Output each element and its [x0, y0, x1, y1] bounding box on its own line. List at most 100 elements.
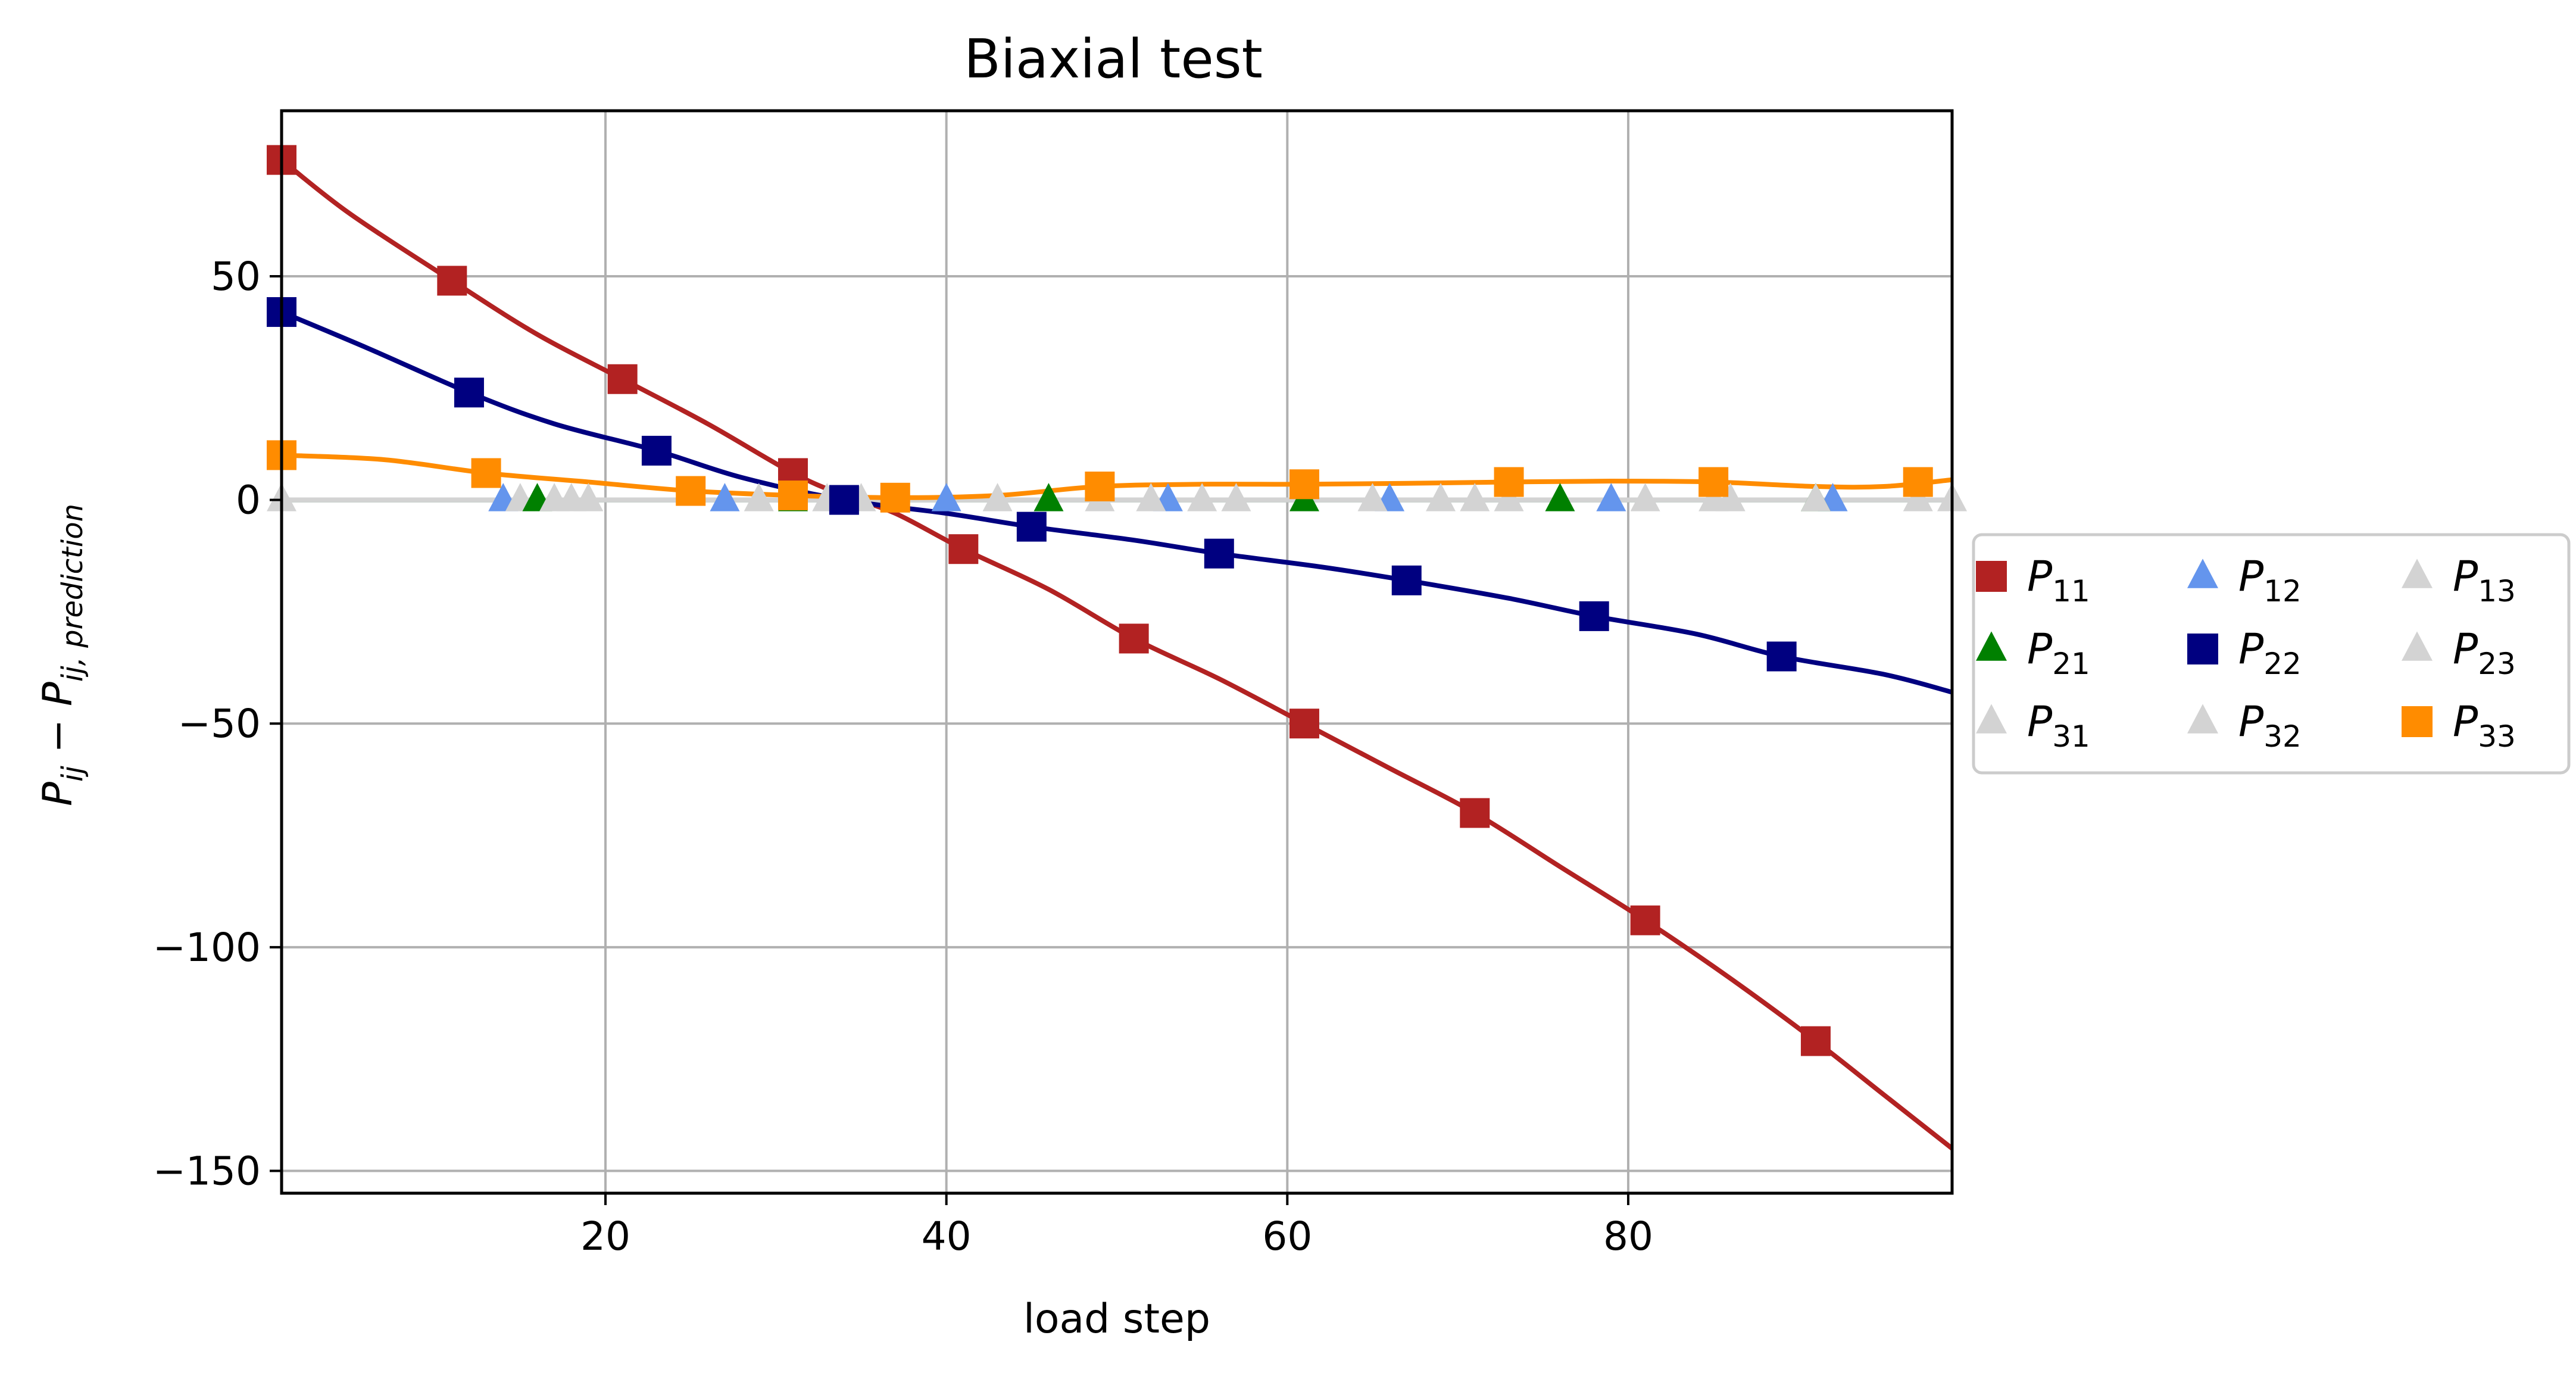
legend-item-p12: P12	[2187, 552, 2302, 609]
marker-p32	[573, 483, 604, 511]
marker-p22	[641, 435, 672, 466]
legend-label-main: P	[2453, 697, 2478, 746]
legend-label-main: P	[2027, 697, 2053, 746]
legend-label-p23: P23	[2453, 625, 2516, 681]
x-tick-label: 40	[922, 1213, 972, 1259]
marker-p33	[471, 458, 501, 488]
legend-label-sub: 21	[2052, 647, 2090, 681]
legend-marker-p12	[2187, 558, 2218, 588]
legend-label-p13: P13	[2453, 552, 2516, 609]
legend-label-p12: P12	[2238, 552, 2302, 609]
legend-item-p11: P11	[1976, 552, 2090, 609]
legend-label-p33: P33	[2453, 697, 2516, 754]
marker-p33	[778, 480, 808, 511]
plot-frame	[280, 109, 1954, 1195]
marker-p23	[1903, 483, 1933, 511]
y-axis-label-minus: −	[35, 706, 82, 766]
x-axis-label: load step	[1023, 1296, 1210, 1343]
x-tick-label: 20	[580, 1213, 630, 1259]
legend-label-sub: 12	[2263, 574, 2302, 609]
y-axis-label-main: P	[35, 782, 82, 806]
legend-label-p11: P11	[2027, 552, 2090, 609]
marker-p21	[1545, 483, 1575, 511]
legend-item-p31: P31	[1976, 697, 2090, 754]
chart-title: Biaxial test	[964, 28, 1263, 91]
legend-marker-p13	[2402, 558, 2433, 588]
marker-p32	[1494, 483, 1524, 511]
legend-item-p23: P23	[2402, 625, 2516, 681]
legend-label-sub: 13	[2478, 574, 2516, 609]
legend-item-p32: P32	[2187, 697, 2302, 754]
y-tick-label: −150	[153, 1148, 261, 1194]
legend-label-main: P	[2453, 552, 2478, 601]
legend-label-p22: P22	[2238, 625, 2302, 681]
marker-p22	[1766, 641, 1797, 672]
marker-p12	[1596, 483, 1626, 511]
marker-p33	[1903, 467, 1933, 497]
marker-p33	[1289, 469, 1319, 500]
series-line-p11	[282, 158, 1952, 1151]
marker-p13	[982, 483, 1013, 511]
legend-label-sub: 33	[2478, 719, 2516, 754]
marker-p22	[1579, 601, 1609, 631]
marker-p22	[1391, 565, 1422, 595]
marker-p12	[710, 483, 740, 511]
legend-label-p31: P31	[2027, 697, 2090, 754]
series-markers	[267, 145, 1967, 1056]
marker-p22	[1016, 511, 1047, 542]
legend-label-main: P	[2027, 625, 2053, 673]
marker-p33	[1698, 467, 1729, 497]
x-tick-label: 80	[1603, 1213, 1653, 1259]
legend-label-main: P	[2027, 552, 2053, 601]
legend-item-p13: P13	[2402, 552, 2516, 609]
legend-label-main: P	[2238, 697, 2264, 746]
marker-p23	[1357, 483, 1388, 511]
y-tick-label: −100	[153, 925, 261, 971]
legend-marker-p23	[2402, 631, 2433, 661]
marker-p11	[1460, 798, 1490, 828]
marker-p32	[1800, 483, 1831, 511]
legend-label-sub: 22	[2263, 647, 2302, 681]
legend-marker-p21	[1976, 631, 2007, 661]
marker-p22	[1204, 538, 1234, 569]
marker-p11	[437, 266, 467, 296]
marker-p11	[1119, 623, 1149, 654]
marker-p11	[948, 534, 979, 564]
legend-marker-p32	[2187, 704, 2218, 734]
legend-label-p21: P21	[2027, 625, 2090, 681]
marker-p33	[1494, 467, 1524, 497]
legend-label-main: P	[2238, 552, 2264, 601]
marker-p13	[1221, 483, 1251, 511]
marker-p13	[1460, 483, 1490, 511]
legend-label-sub: 31	[2052, 719, 2090, 754]
marker-p31	[1715, 483, 1746, 511]
legend-label-sub: 11	[2052, 574, 2090, 609]
series-lines	[282, 158, 1952, 1151]
legend-marker-p31	[1976, 704, 2007, 734]
y-axis-label-sub2: ij, prediction	[56, 504, 89, 682]
grid	[282, 111, 1952, 1193]
legend-label-main: P	[2453, 625, 2478, 673]
legend-label-sub: 23	[2478, 647, 2516, 681]
legend-item-p33: P33	[2402, 697, 2516, 754]
marker-p13	[744, 483, 774, 511]
legend-marker-p11	[1976, 561, 2007, 592]
marker-p31	[1136, 483, 1166, 511]
marker-p32	[1187, 483, 1217, 511]
series-line-p22	[282, 310, 1952, 695]
y-axis-label-sub1: ij	[56, 766, 89, 782]
y-axis-label-main-2: P	[35, 682, 82, 706]
marker-p23	[1630, 483, 1660, 511]
marker-p33	[1085, 472, 1115, 502]
y-tick-label: 50	[211, 254, 261, 299]
x-tick-label: 60	[1262, 1213, 1312, 1259]
y-tick-label: −50	[178, 701, 261, 747]
marker-p11	[1800, 1026, 1831, 1056]
axis-ticks: 20 40 60 80 50 0 −50 −100 −150	[153, 254, 1653, 1259]
marker-p22	[829, 485, 859, 515]
legend-marker-p33	[2402, 706, 2433, 737]
marker-p22	[454, 377, 484, 408]
marker-p11	[1289, 709, 1319, 739]
